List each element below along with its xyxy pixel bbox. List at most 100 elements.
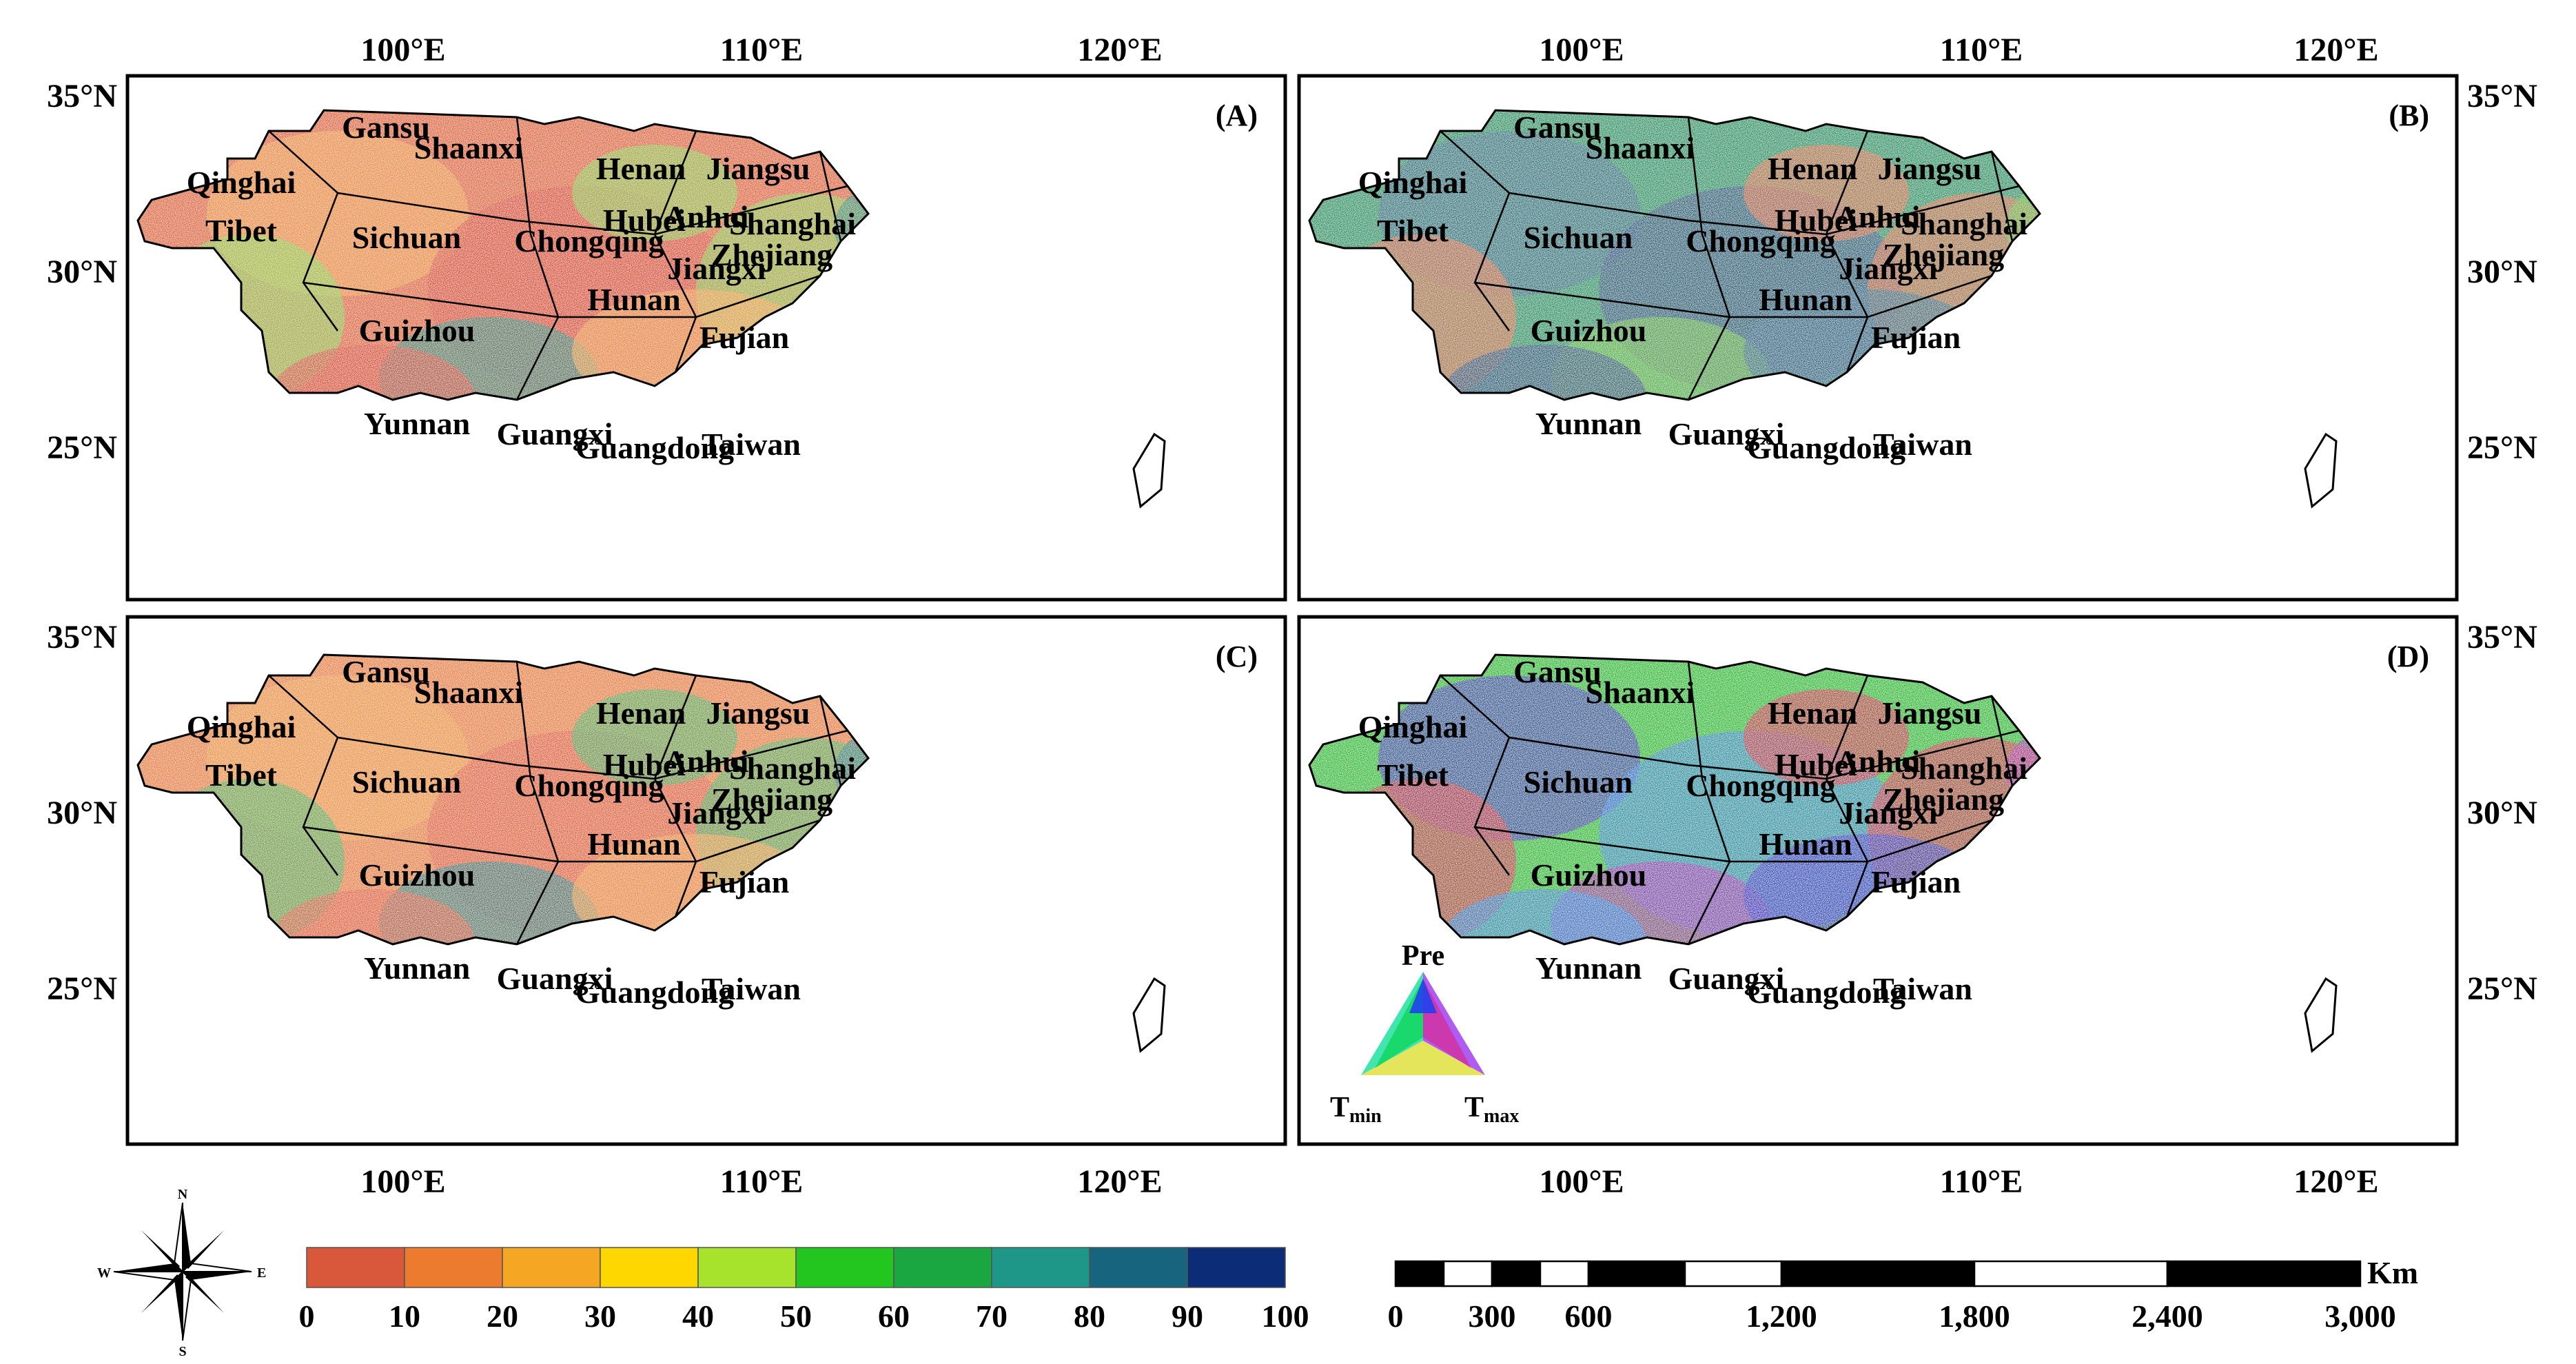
raster-patch	[1440, 889, 1647, 944]
color-tick-label: 30	[584, 1299, 616, 1334]
province-boundary	[1509, 729, 2020, 780]
province-boundary	[268, 130, 339, 332]
province-label-gansu: Gansu	[342, 654, 430, 689]
province-label-jiangsu: Jiangsu	[706, 695, 810, 731]
province-label-tibet: Tibet	[1377, 757, 1449, 793]
province-label-hubei: Hubei	[1775, 747, 1857, 782]
scale-tick-label: 1,200	[1746, 1299, 1817, 1334]
province-boundary	[515, 116, 560, 400]
panel-label-a: (A)	[1216, 99, 1258, 132]
province-label-fujian: Fujian	[699, 864, 789, 899]
ternary-label-tmax: Tmax	[1464, 1092, 1519, 1127]
province-boundary	[819, 695, 842, 786]
north-arrow-icon: N S E W	[97, 1187, 266, 1359]
lon-label-bottom-d-110: 110°E	[1940, 1163, 2023, 1200]
province-label-guangxi: Guangxi	[497, 416, 613, 451]
color-tick-label: 100	[1262, 1299, 1309, 1334]
province-label-guangxi: Guangxi	[497, 961, 613, 996]
province-label-taiwan: Taiwan	[1873, 971, 1972, 1006]
province-label-jiangxi: Jiangxi	[667, 795, 766, 831]
province-label-chongqing: Chongqing	[1686, 768, 1835, 803]
province-label-tibet: Tibet	[205, 757, 278, 793]
province-label-guangxi: Guangxi	[1668, 961, 1785, 996]
ternary-region-bottom	[1361, 1041, 1485, 1075]
province-boundary	[337, 729, 848, 780]
province-label-sichuan: Sichuan	[352, 220, 462, 255]
lat-label-c-30: 30°N	[47, 795, 117, 831]
province-label-zhejiang: Zhejiang	[711, 237, 832, 272]
province-label-chongqing: Chongqing	[514, 223, 664, 258]
province-boundary	[1990, 695, 2014, 786]
province-boundary	[1509, 185, 2020, 236]
raster-patch	[1744, 145, 1909, 241]
province-boundary	[1440, 675, 1511, 876]
color-swatch	[1089, 1247, 1188, 1288]
province-boundary	[1474, 819, 1992, 863]
color-tick-label: 60	[878, 1299, 910, 1334]
ternary-label-pre: Pre	[1402, 940, 1444, 972]
province-label-shanghai: Shanghai	[729, 206, 856, 241]
lat-label-a-35: 35°N	[47, 78, 117, 114]
province-label-anhui: Anhui	[1836, 744, 1921, 779]
panel-label-d: (D)	[2387, 640, 2429, 673]
province-label-henan: Henan	[1768, 695, 1857, 731]
lat-label-d-25: 25°N	[2467, 970, 2537, 1007]
scale-segment	[1587, 1260, 1686, 1287]
raster-patch	[379, 317, 600, 400]
scale-unit: Km	[2367, 1255, 2418, 1290]
color-swatch	[991, 1247, 1090, 1288]
scale-tick-label: 300	[1469, 1299, 1516, 1334]
raster-patch	[269, 889, 476, 944]
color-tick-label: 70	[976, 1299, 1008, 1334]
raster-patch	[269, 345, 476, 400]
province-label-shanghai: Shanghai	[729, 751, 856, 786]
lat-label-b-35: 35°N	[2467, 78, 2537, 114]
province-label-taiwan: Taiwan	[1873, 427, 1972, 462]
color-swatch	[404, 1247, 503, 1288]
province-label-sichuan: Sichuan	[1524, 764, 1633, 800]
province-label-qinghai: Qinghai	[1358, 165, 1468, 200]
province-boundary	[303, 819, 821, 863]
compass-e: E	[257, 1265, 266, 1281]
scale-segment	[1780, 1260, 1976, 1287]
province-label-hunan: Hunan	[1759, 826, 1852, 862]
color-tick-label: 20	[487, 1299, 518, 1334]
raster-patch	[1440, 345, 1647, 400]
province-label-anhui: Anhui	[1836, 199, 1921, 234]
province-label-guizhou: Guizhou	[1531, 857, 1647, 893]
province-label-jiangsu: Jiangsu	[1878, 151, 1982, 186]
province-label-guangxi: Guangxi	[1668, 416, 1785, 451]
province-label-guangdong: Guangdong	[1747, 430, 1905, 465]
lon-label-top-b-120: 120°E	[2293, 32, 2378, 68]
lon-label-top-a-120: 120°E	[1077, 32, 1162, 68]
color-swatch	[1187, 1247, 1286, 1288]
raster-patch	[1551, 862, 1771, 944]
lon-label-bottom-d-120: 120°E	[2293, 1163, 2378, 1200]
taiwan-outline	[2304, 432, 2338, 509]
lat-label-c-35: 35°N	[47, 619, 117, 655]
scale-segment	[1539, 1260, 1590, 1287]
province-boundary	[819, 151, 842, 242]
raster-patch	[379, 862, 600, 944]
taiwan-outline	[1132, 977, 1166, 1053]
province-boundary	[1440, 130, 1511, 332]
scale-segment	[1973, 1260, 2169, 1287]
province-label-qinghai: Qinghai	[187, 709, 296, 744]
compass-s: S	[178, 1344, 186, 1359]
ternary-corner-tmin	[1375, 979, 1423, 1068]
panel-label-c: (C)	[1216, 640, 1258, 673]
scale-segment	[1684, 1260, 1783, 1287]
lon-label-bottom-c-110: 110°E	[720, 1163, 804, 1200]
province-boundary	[1825, 675, 1869, 917]
scale-bar: 0 300 600 1,200 1,800 2,400 3,000	[1388, 1260, 2396, 1334]
ternary-corner-tmax	[1423, 979, 1471, 1068]
raster-patch	[572, 689, 737, 786]
province-boundary	[515, 661, 560, 945]
color-swatch	[795, 1247, 895, 1288]
province-label-jiangxi: Jiangxi	[1839, 795, 1937, 831]
lon-label-top-b-100: 100°E	[1539, 32, 1624, 68]
raster-patch	[1744, 689, 1909, 786]
province-boundary	[268, 675, 339, 876]
province-label-shaanxi: Shaanxi	[414, 130, 524, 165]
province-boundary	[653, 675, 697, 917]
